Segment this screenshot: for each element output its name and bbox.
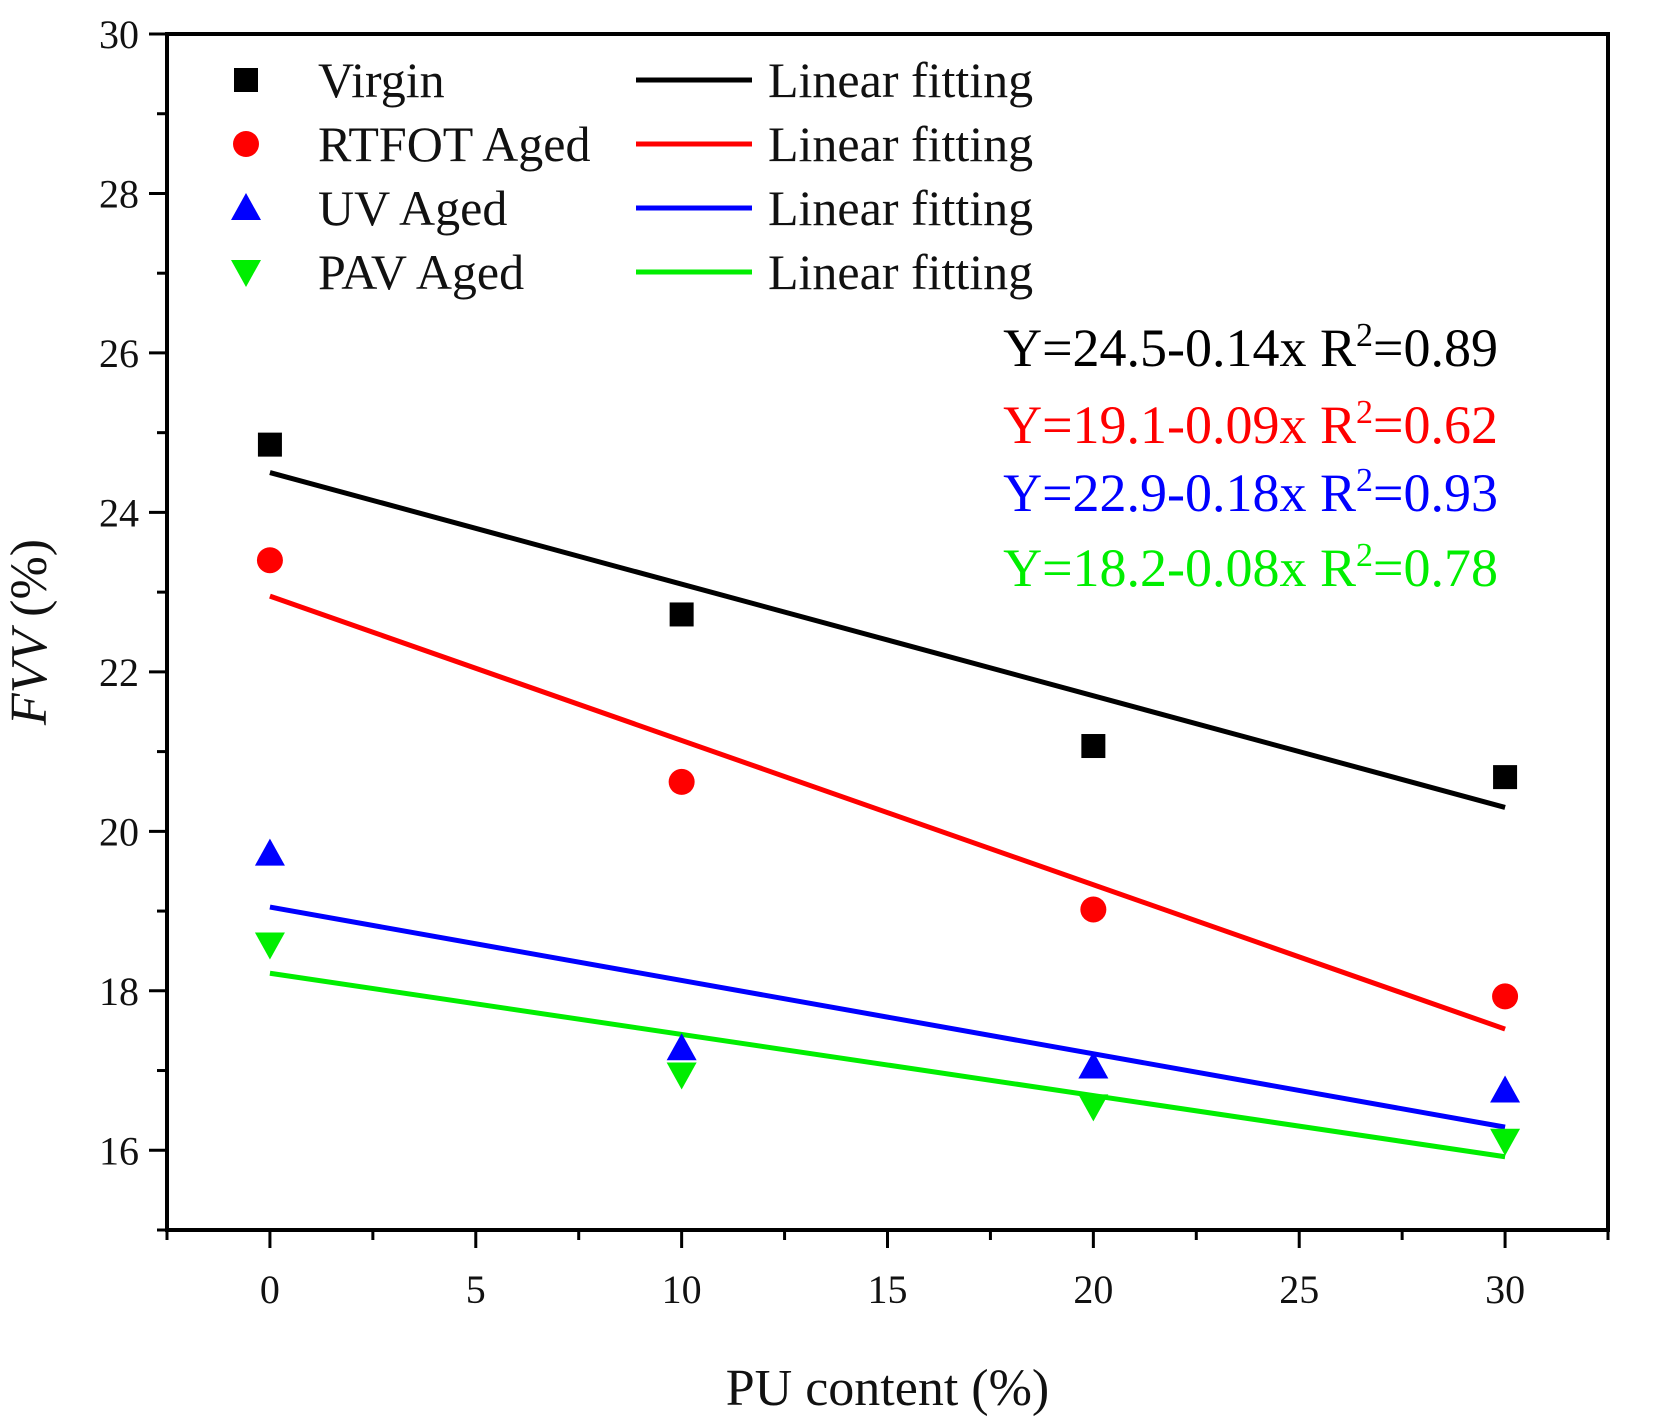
legend-fit-label-rtfot-aged: Linear fitting xyxy=(768,116,1033,172)
data-point-virgin xyxy=(1081,734,1106,759)
y-tick-label: 16 xyxy=(99,1128,139,1173)
data-point-pav-aged xyxy=(1078,1094,1109,1122)
fit-equation-virgin: Y=24.5-0.14x R2=0.89 xyxy=(1003,317,1498,378)
data-point-rtfot-aged xyxy=(256,547,283,574)
fit-equation-pav-aged: Y=18.2-0.08x R2=0.78 xyxy=(1003,537,1498,598)
fit-equation-value: =0.78 xyxy=(1373,538,1498,598)
y-tick-label: 22 xyxy=(99,650,139,695)
legend-marker-pav-aged xyxy=(231,260,261,287)
x-tick-label: 15 xyxy=(868,1267,908,1312)
data-point-pav-aged xyxy=(666,1062,697,1090)
fit-equation-superscript: 2 xyxy=(1356,317,1373,354)
x-tick-label: 0 xyxy=(260,1267,280,1312)
legend-label-pav-aged: PAV Aged xyxy=(318,244,524,300)
x-tick-label: 20 xyxy=(1073,1267,1113,1312)
data-point-virgin xyxy=(669,602,694,627)
y-axis-title-unit: (%) xyxy=(1,539,58,630)
legend-label-virgin: Virgin xyxy=(318,52,445,108)
data-point-pav-aged xyxy=(254,932,285,960)
data-point-rtfot-aged xyxy=(1492,983,1519,1010)
data-point-rtfot-aged xyxy=(668,768,695,795)
legend: Virgin Linear fitting RTFOT Aged Linear fit… xyxy=(231,52,1033,300)
fit-line-pav-aged xyxy=(269,970,1506,1160)
fit-equation-value: =0.93 xyxy=(1373,463,1498,523)
data-point-pav-aged xyxy=(1490,1128,1521,1156)
data-point-uv-aged xyxy=(254,838,285,866)
fit-lines-group xyxy=(269,470,1506,1160)
fit-line-rtfot-aged xyxy=(269,593,1506,1032)
x-tick-label: 10 xyxy=(662,1267,702,1312)
y-tick-label: 28 xyxy=(99,171,139,216)
legend-fit-label-virgin: Linear fitting xyxy=(768,52,1033,108)
fit-equation-superscript: 2 xyxy=(1356,537,1373,574)
fit-equation-main: Y=18.2-0.08x R xyxy=(1003,538,1356,598)
x-tick-label: 5 xyxy=(466,1267,486,1312)
legend-marker-rtfot-aged xyxy=(233,131,259,157)
fit-equations: Y=24.5-0.14x R2=0.89Y=19.1-0.09x R2=0.62… xyxy=(1003,317,1498,598)
fit-line-virgin xyxy=(269,470,1506,810)
fit-equation-superscript: 2 xyxy=(1356,394,1373,431)
fit-equation-uv-aged: Y=22.9-0.18x R2=0.93 xyxy=(1003,462,1498,523)
fit-equation-main: Y=24.5-0.14x R xyxy=(1003,318,1356,378)
y-tick-label: 18 xyxy=(99,969,139,1014)
fit-equation-main: Y=19.1-0.09x R xyxy=(1003,395,1356,455)
fit-equation-superscript: 2 xyxy=(1356,462,1373,499)
fit-equation-value: =0.62 xyxy=(1373,395,1498,455)
data-point-rtfot-aged xyxy=(1080,896,1107,923)
data-point-virgin xyxy=(257,432,282,457)
fit-equation-rtfot-aged: Y=19.1-0.09x R2=0.62 xyxy=(1003,394,1498,455)
x-tick-label: 30 xyxy=(1485,1267,1525,1312)
y-axis-title: FVV (%) xyxy=(1,539,58,726)
legend-label-rtfot-aged: RTFOT Aged xyxy=(318,116,591,172)
y-tick-label: 30 xyxy=(99,12,139,57)
data-points-group xyxy=(254,432,1521,1156)
legend-marker-uv-aged xyxy=(231,193,261,220)
fit-equation-value: =0.89 xyxy=(1373,318,1498,378)
y-tick-label: 24 xyxy=(99,490,139,535)
x-axis-title: PU content (%) xyxy=(726,1360,1049,1417)
data-point-uv-aged xyxy=(1490,1075,1521,1103)
y-tick-label: 26 xyxy=(99,331,139,376)
legend-fit-label-uv-aged: Linear fitting xyxy=(768,180,1033,236)
legend-fit-label-pav-aged: Linear fitting xyxy=(768,244,1033,300)
legend-label-uv-aged: UV Aged xyxy=(318,180,507,236)
fit-line-uv-aged xyxy=(269,904,1506,1130)
data-point-virgin xyxy=(1493,765,1518,790)
legend-marker-virgin xyxy=(234,68,258,92)
x-tick-label: 25 xyxy=(1279,1267,1319,1312)
data-point-uv-aged xyxy=(666,1033,697,1061)
data-point-uv-aged xyxy=(1078,1051,1109,1079)
y-axis-title-variable: FVV xyxy=(1,625,58,727)
fit-equation-main: Y=22.9-0.18x R xyxy=(1003,463,1356,523)
y-tick-label: 20 xyxy=(99,809,139,854)
